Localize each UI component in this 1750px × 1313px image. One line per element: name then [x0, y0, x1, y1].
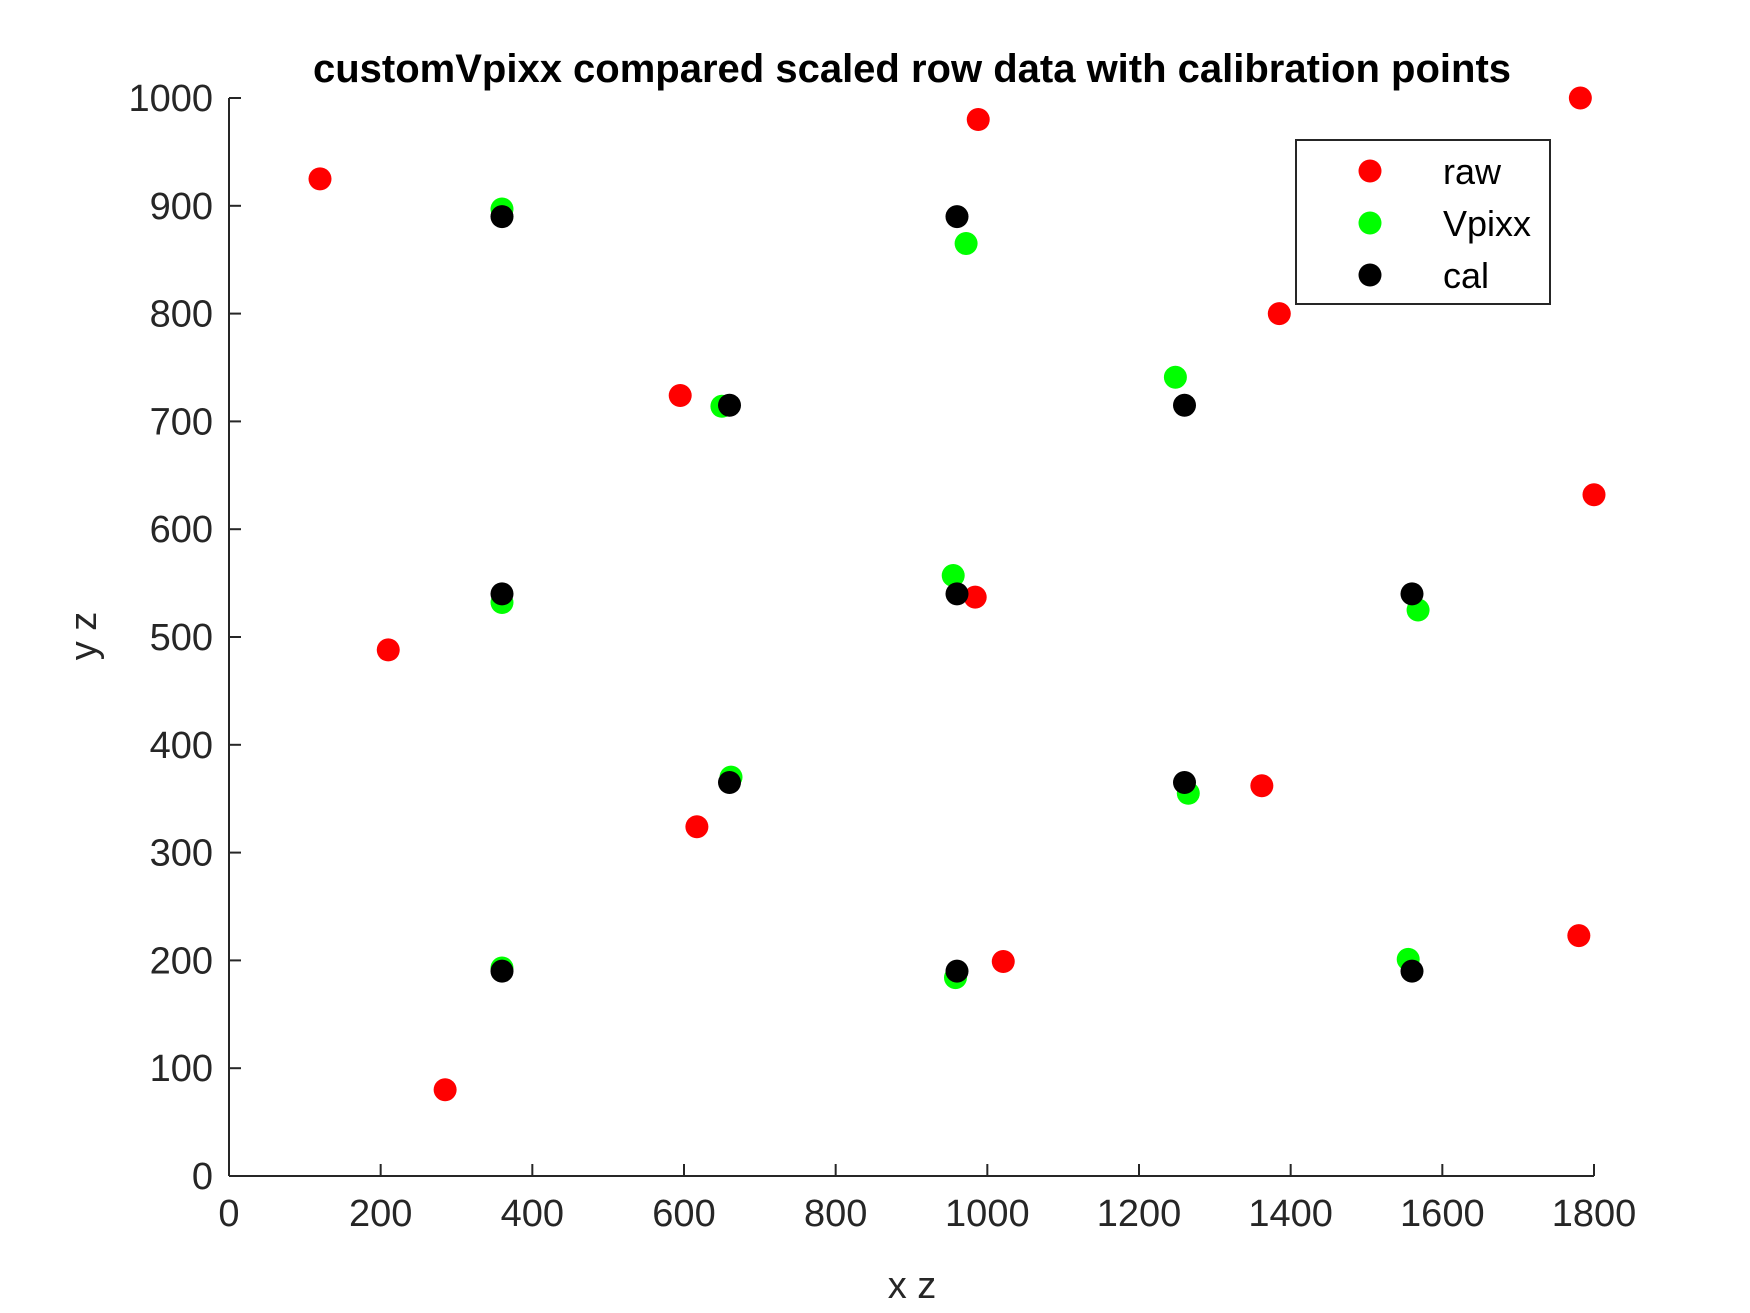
- legend-box: [1295, 139, 1551, 305]
- y-tick-label: 400: [150, 725, 213, 767]
- y-tick-label: 100: [150, 1048, 213, 1090]
- data-point: [433, 1078, 457, 1102]
- data-point: [1400, 959, 1424, 983]
- legend-marker: [1358, 159, 1382, 183]
- legend-marker: [1358, 263, 1382, 287]
- x-tick-label: 600: [652, 1193, 715, 1235]
- x-tick-label: 800: [804, 1193, 867, 1235]
- legend: raw Vpixx cal: [1295, 139, 1551, 305]
- data-point: [1567, 924, 1591, 948]
- data-point: [718, 393, 741, 417]
- legend-label: raw: [1443, 151, 1502, 192]
- y-tick-label: 600: [150, 509, 213, 551]
- y-tick-label: 800: [150, 294, 213, 336]
- chart-title: customVpixx compared scaled row data wit…: [313, 47, 1511, 91]
- data-point: [308, 167, 332, 191]
- x-axis-label: x z: [888, 1265, 937, 1307]
- legend-marker: [1358, 211, 1382, 235]
- x-tick-label: 200: [349, 1193, 412, 1235]
- x-tick-label: 1400: [1248, 1193, 1333, 1235]
- data-point: [1250, 774, 1274, 798]
- legend-label: cal: [1443, 255, 1489, 296]
- x-tick-label: 400: [501, 1193, 564, 1235]
- data-point: [963, 585, 987, 609]
- data-point: [1400, 582, 1424, 606]
- x-tick-label: 1200: [1097, 1193, 1182, 1235]
- data-point: [1173, 771, 1196, 795]
- y-tick-label: 900: [150, 186, 213, 228]
- x-tick-label: 1800: [1552, 1193, 1637, 1235]
- x-tick-label: 1000: [945, 1193, 1030, 1235]
- y-tick-label: 500: [150, 617, 213, 659]
- data-point: [1568, 86, 1592, 110]
- x-tick-label: 1600: [1400, 1193, 1485, 1235]
- legend-label: Vpixx: [1443, 203, 1531, 244]
- data-point: [490, 205, 514, 229]
- y-tick-label: 300: [150, 833, 213, 875]
- data-point: [945, 205, 969, 229]
- data-point: [941, 564, 965, 588]
- data-point: [991, 949, 1015, 973]
- data-point: [718, 771, 741, 795]
- series-cal: [490, 205, 1424, 983]
- data-points: [308, 86, 1606, 1102]
- data-point: [490, 582, 514, 606]
- data-point: [1173, 393, 1196, 417]
- data-point: [685, 815, 709, 839]
- data-point: [1582, 483, 1606, 507]
- data-point: [1267, 302, 1291, 326]
- data-point: [945, 959, 969, 983]
- ticks: 0 200 400 600 800 1000 1200 1400 1600 1800 0 100 200…: [128, 78, 1636, 1235]
- data-point: [954, 232, 978, 256]
- y-tick-label: 0: [192, 1156, 213, 1198]
- y-axis-label: y z: [63, 612, 105, 661]
- data-point: [668, 384, 692, 408]
- y-tick-label: 700: [150, 401, 213, 443]
- data-point: [945, 582, 969, 606]
- series-raw: [308, 86, 1606, 1102]
- data-point: [376, 638, 400, 662]
- data-point: [966, 108, 990, 132]
- data-point: [490, 959, 514, 983]
- x-tick-label: 0: [218, 1193, 239, 1235]
- y-tick-label: 200: [150, 940, 213, 982]
- y-tick-label: 1000: [128, 78, 213, 120]
- data-point: [1163, 365, 1187, 389]
